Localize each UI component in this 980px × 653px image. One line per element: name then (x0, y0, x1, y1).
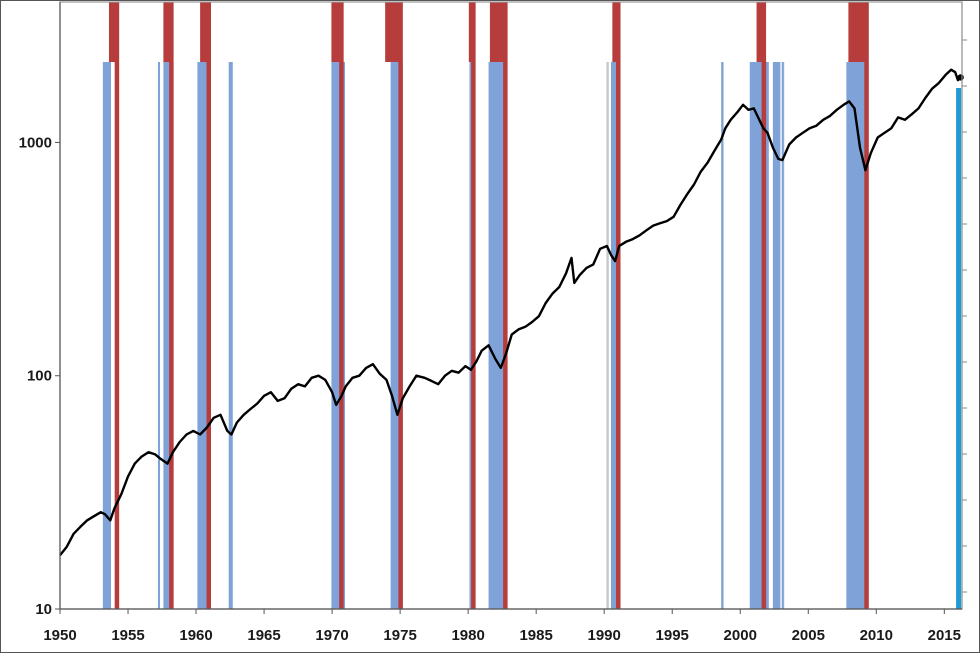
red-band-edge (503, 62, 508, 609)
x-tick-label: 1975 (383, 627, 416, 644)
red-band (612, 2, 621, 62)
red-band-edge (114, 62, 120, 609)
blue-band (721, 62, 724, 609)
blue-band (488, 62, 504, 609)
red-band-edge (206, 62, 212, 609)
x-tick-label: 2015 (928, 627, 961, 644)
red-band-edge (339, 62, 344, 609)
red-band-edge (169, 62, 174, 609)
y-tick-label: 100 (27, 368, 52, 385)
red-band-edge (864, 62, 869, 609)
blue-band (197, 62, 209, 609)
red-band (489, 2, 508, 62)
red-band-edge (471, 62, 476, 609)
blue-band (610, 62, 620, 609)
y-tick-label: 10 (35, 601, 52, 618)
red-band (163, 2, 174, 62)
blue-band (772, 62, 781, 609)
x-tick-label: 2000 (724, 627, 757, 644)
x-tick-label: 1980 (451, 627, 484, 644)
red-band (385, 2, 403, 62)
red-band (331, 2, 344, 62)
blue-band (157, 62, 160, 609)
x-tick-label: 1955 (111, 627, 144, 644)
red-band (468, 2, 476, 62)
x-axis: 1950 1955 1960 1965 1970 1975 1980 1985 1990 1995… (43, 608, 962, 644)
red-band (756, 2, 767, 62)
red-band (200, 2, 212, 62)
x-tick-label: 1970 (315, 627, 348, 644)
x-tick-label: 1960 (179, 627, 212, 644)
x-tick-label: 1985 (519, 627, 552, 644)
x-tick-label: 1990 (588, 627, 621, 644)
blue-band (228, 62, 233, 609)
y-axis: 10 100 1000 (19, 2, 61, 618)
red-band (108, 2, 120, 62)
blue-band (163, 62, 174, 609)
blue-band (846, 62, 869, 609)
red-band-edge (398, 62, 403, 609)
x-tick-label: 1965 (247, 627, 280, 644)
y-tick-label: 1000 (19, 134, 52, 151)
grey-marker-line (606, 62, 609, 609)
red-band (848, 2, 869, 62)
x-tick-label: 1950 (43, 627, 76, 644)
x-tick-label: 2010 (860, 627, 893, 644)
last-data-point (957, 74, 964, 81)
x-tick-label: 2005 (792, 627, 825, 644)
red-bands-layer (108, 2, 869, 609)
blue-band (781, 62, 784, 609)
blue-band (102, 62, 112, 609)
x-tick-label: 1995 (656, 627, 689, 644)
red-band-edge (616, 62, 621, 609)
red-band-edge (761, 62, 767, 609)
series-line (59, 68, 962, 556)
right-axis-ticks (962, 39, 967, 593)
blue-band (390, 62, 400, 609)
